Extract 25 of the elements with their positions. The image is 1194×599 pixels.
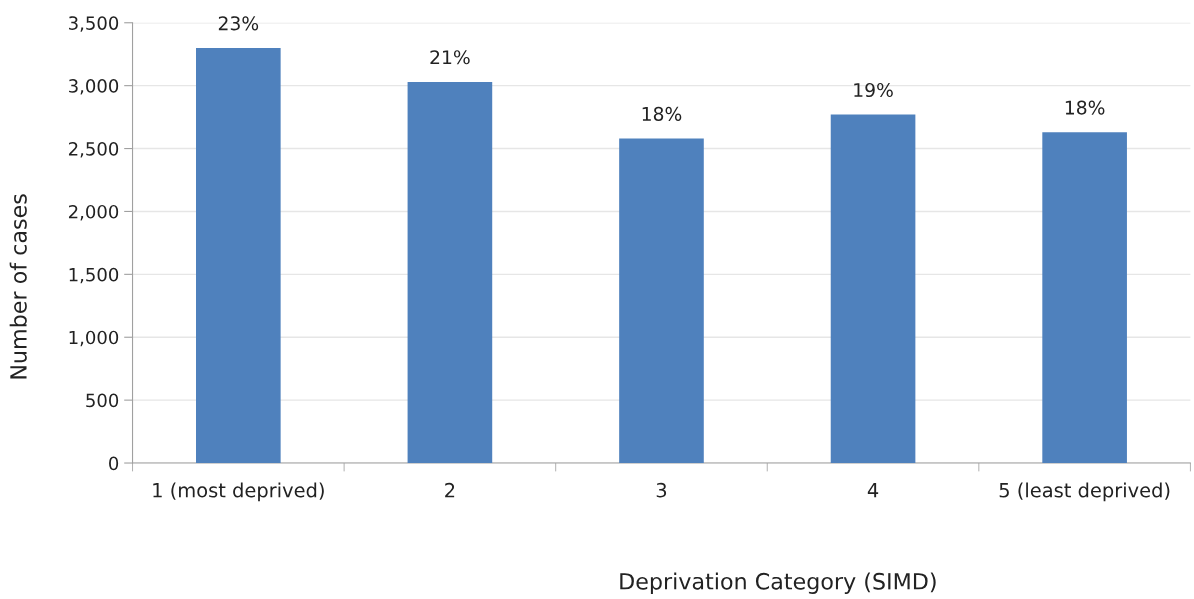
bar [1042,132,1127,464]
annotation: 23% [218,16,259,31]
y-axis-title: Number of cases [9,194,27,379]
y-tick-label: 500 [86,393,119,408]
y-tick-label: 0 [109,456,119,471]
bar [407,81,493,464]
y-tick-label: 2,000 [68,204,119,221]
bar [830,114,916,464]
annotation: 18% [642,106,682,121]
x-axis-title: Deprivation Category (SIMD) [620,572,936,594]
bar [196,47,281,464]
x-tick-label: 2 [445,482,455,498]
x-tick-label: 3 [656,482,667,498]
y-tick-label: 1,000 [69,330,119,347]
x-tick-label: 5 (least deprived) [999,482,1170,502]
annotation: 21% [430,50,470,65]
y-tick-label: 3,000 [69,79,119,95]
annotation: 19% [854,82,893,98]
x-tick-label: 4 [867,483,879,498]
y-tick-label: 1,500 [69,267,119,284]
annotation: 18% [1065,100,1105,115]
x-tick-label: 1 (most deprived) [153,482,324,502]
y-tick-label: 3,500 [69,16,119,32]
bar [619,138,704,464]
y-tick-label: 2,500 [68,142,119,158]
